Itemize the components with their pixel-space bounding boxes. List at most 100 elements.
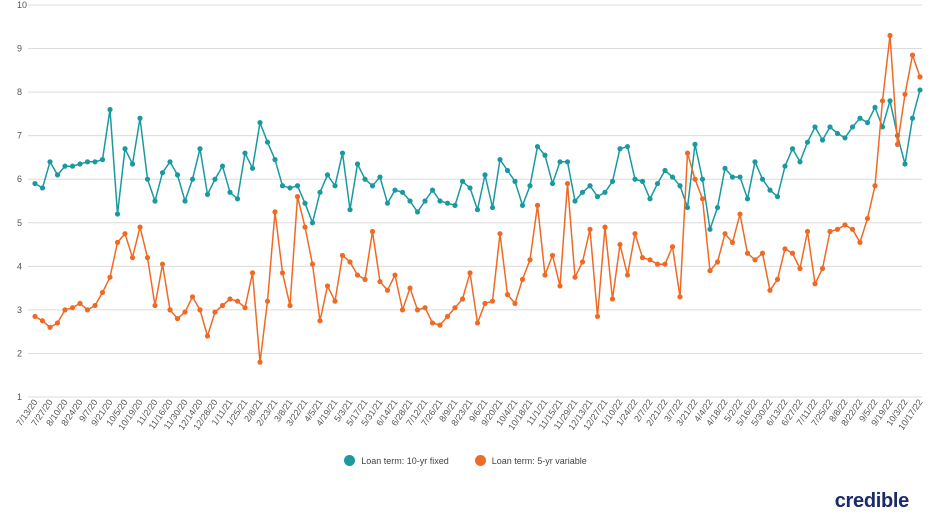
data-point-s1-71	[564, 180, 571, 187]
data-point-s1-68	[542, 272, 548, 278]
data-point-s1-5	[69, 305, 76, 311]
data-point-s0-71	[564, 159, 571, 165]
data-point-s0-101	[789, 146, 796, 152]
data-point-s1-58	[467, 270, 473, 276]
data-point-s1-39	[324, 283, 331, 289]
data-point-s0-118	[917, 87, 923, 93]
data-point-s1-77	[609, 296, 616, 302]
data-point-s1-57	[459, 296, 466, 302]
data-point-s1-75	[594, 313, 601, 320]
data-point-s1-85	[669, 244, 676, 250]
credible-logo: credible	[834, 490, 910, 512]
y-tick-label: 9	[17, 44, 22, 54]
data-point-s1-29	[249, 270, 256, 276]
data-point-s1-51	[414, 307, 421, 313]
data-point-s0-100	[782, 163, 788, 169]
data-point-s0-48	[392, 187, 398, 193]
data-point-s1-105	[819, 265, 826, 272]
data-point-s1-61	[489, 298, 496, 304]
y-tick-label: 6	[17, 174, 22, 184]
data-point-s1-13	[129, 255, 136, 261]
data-point-s0-87	[684, 204, 691, 211]
y-tick-label: 3	[17, 305, 22, 315]
y-tick-label: 2	[17, 348, 22, 358]
data-point-s1-45	[369, 228, 376, 235]
data-point-s1-1	[39, 318, 46, 324]
data-point-s0-96	[752, 159, 758, 165]
data-point-s1-19	[174, 316, 181, 322]
data-point-s0-39	[324, 172, 331, 178]
data-point-s0-59	[474, 207, 481, 213]
data-point-s0-74	[587, 183, 593, 189]
data-point-s0-55	[444, 200, 451, 206]
data-point-s1-67	[534, 202, 541, 208]
data-point-s0-105	[819, 137, 826, 143]
data-point-s0-27	[234, 196, 241, 202]
data-point-s1-88	[692, 176, 698, 182]
data-point-s0-45	[369, 183, 376, 189]
data-point-s1-94	[737, 211, 743, 217]
data-point-s1-14	[137, 224, 143, 230]
data-point-s0-0	[32, 180, 38, 187]
y-tick-label: 7	[17, 131, 22, 141]
data-point-s0-91	[714, 204, 721, 211]
data-point-s0-106	[827, 124, 833, 130]
data-point-s0-30	[257, 120, 263, 126]
data-point-s0-19	[174, 172, 181, 178]
data-point-s1-112	[872, 183, 878, 189]
data-point-s1-25	[219, 302, 226, 309]
data-point-s0-41	[339, 150, 346, 156]
data-point-s1-34	[287, 302, 293, 309]
data-point-s0-68	[542, 152, 548, 158]
y-tick-label: 5	[17, 218, 22, 228]
data-point-s0-33	[279, 183, 286, 189]
data-point-s0-69	[549, 180, 556, 187]
data-point-s0-93	[729, 174, 736, 180]
data-point-s0-35	[294, 183, 301, 189]
data-point-s0-15	[144, 176, 151, 182]
data-point-s1-106	[827, 228, 833, 235]
data-point-s0-51	[414, 209, 421, 215]
data-point-s0-57	[459, 178, 466, 184]
data-point-s1-59	[474, 320, 481, 326]
data-point-s1-95	[744, 250, 751, 256]
data-point-s1-27	[234, 298, 241, 304]
data-point-s0-1	[39, 185, 46, 191]
data-point-s0-77	[609, 178, 616, 184]
data-point-s1-37	[309, 261, 316, 267]
legend-label-10yr-fixed: Loan term: 10-yr fixed	[361, 455, 449, 466]
data-point-s1-23	[204, 333, 211, 339]
data-point-s0-42	[347, 207, 353, 213]
data-point-s1-114	[887, 32, 893, 39]
data-point-s0-38	[317, 189, 323, 195]
data-point-s1-40	[332, 298, 338, 304]
data-point-s0-67	[534, 143, 541, 150]
data-point-s1-103	[804, 228, 811, 235]
data-point-s0-58	[467, 185, 473, 191]
data-point-s1-104	[812, 281, 818, 287]
data-point-s1-26	[227, 296, 233, 302]
data-point-s0-49	[399, 189, 406, 195]
data-point-s1-20	[182, 309, 188, 315]
data-point-s1-48	[392, 272, 398, 278]
y-tick-label: 8	[17, 87, 22, 97]
data-point-s1-10	[107, 274, 113, 280]
data-point-s1-111	[864, 215, 871, 222]
data-point-s1-3	[54, 320, 61, 326]
data-point-s1-72	[572, 274, 578, 280]
legend-item-10yr-fixed[interactable]: Loan term: 10-yr fixed	[344, 455, 449, 466]
data-point-s0-117	[909, 115, 916, 121]
data-point-s0-72	[572, 198, 578, 204]
data-point-s1-38	[317, 318, 323, 324]
data-point-s0-64	[512, 178, 518, 184]
data-point-s1-54	[437, 322, 443, 328]
legend-item-5yr-variable[interactable]: Loan term: 5-yr variable	[474, 455, 587, 466]
data-point-s0-65	[519, 202, 526, 208]
data-point-s0-4	[62, 163, 68, 169]
data-point-s0-108	[842, 135, 848, 141]
data-point-s1-46	[377, 278, 383, 285]
data-point-s0-8	[92, 159, 98, 165]
data-point-s1-100	[782, 246, 788, 252]
data-point-s0-56	[452, 202, 458, 208]
data-point-s0-20	[182, 198, 188, 204]
